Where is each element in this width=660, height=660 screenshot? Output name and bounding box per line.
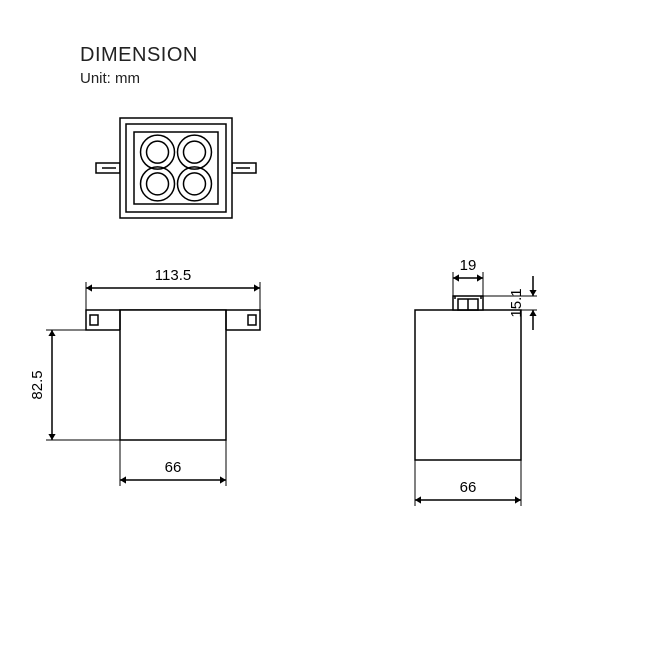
page: DIMENSION Unit: mm 113.582.5661915.166 xyxy=(0,0,660,660)
svg-text:113.5: 113.5 xyxy=(155,267,191,284)
svg-text:82.5: 82.5 xyxy=(29,370,46,399)
svg-text:19: 19 xyxy=(460,257,477,274)
svg-text:66: 66 xyxy=(165,459,182,476)
front-view: 113.5 82.5 66 xyxy=(29,267,260,486)
svg-text:66: 66 xyxy=(460,479,477,496)
diagram-svg: 113.5 82.5 66 19 15.1 66 xyxy=(0,0,660,660)
side-view: 19 15.1 66 xyxy=(415,257,537,506)
svg-text:15.1: 15.1 xyxy=(508,288,525,317)
top-view xyxy=(96,118,256,218)
